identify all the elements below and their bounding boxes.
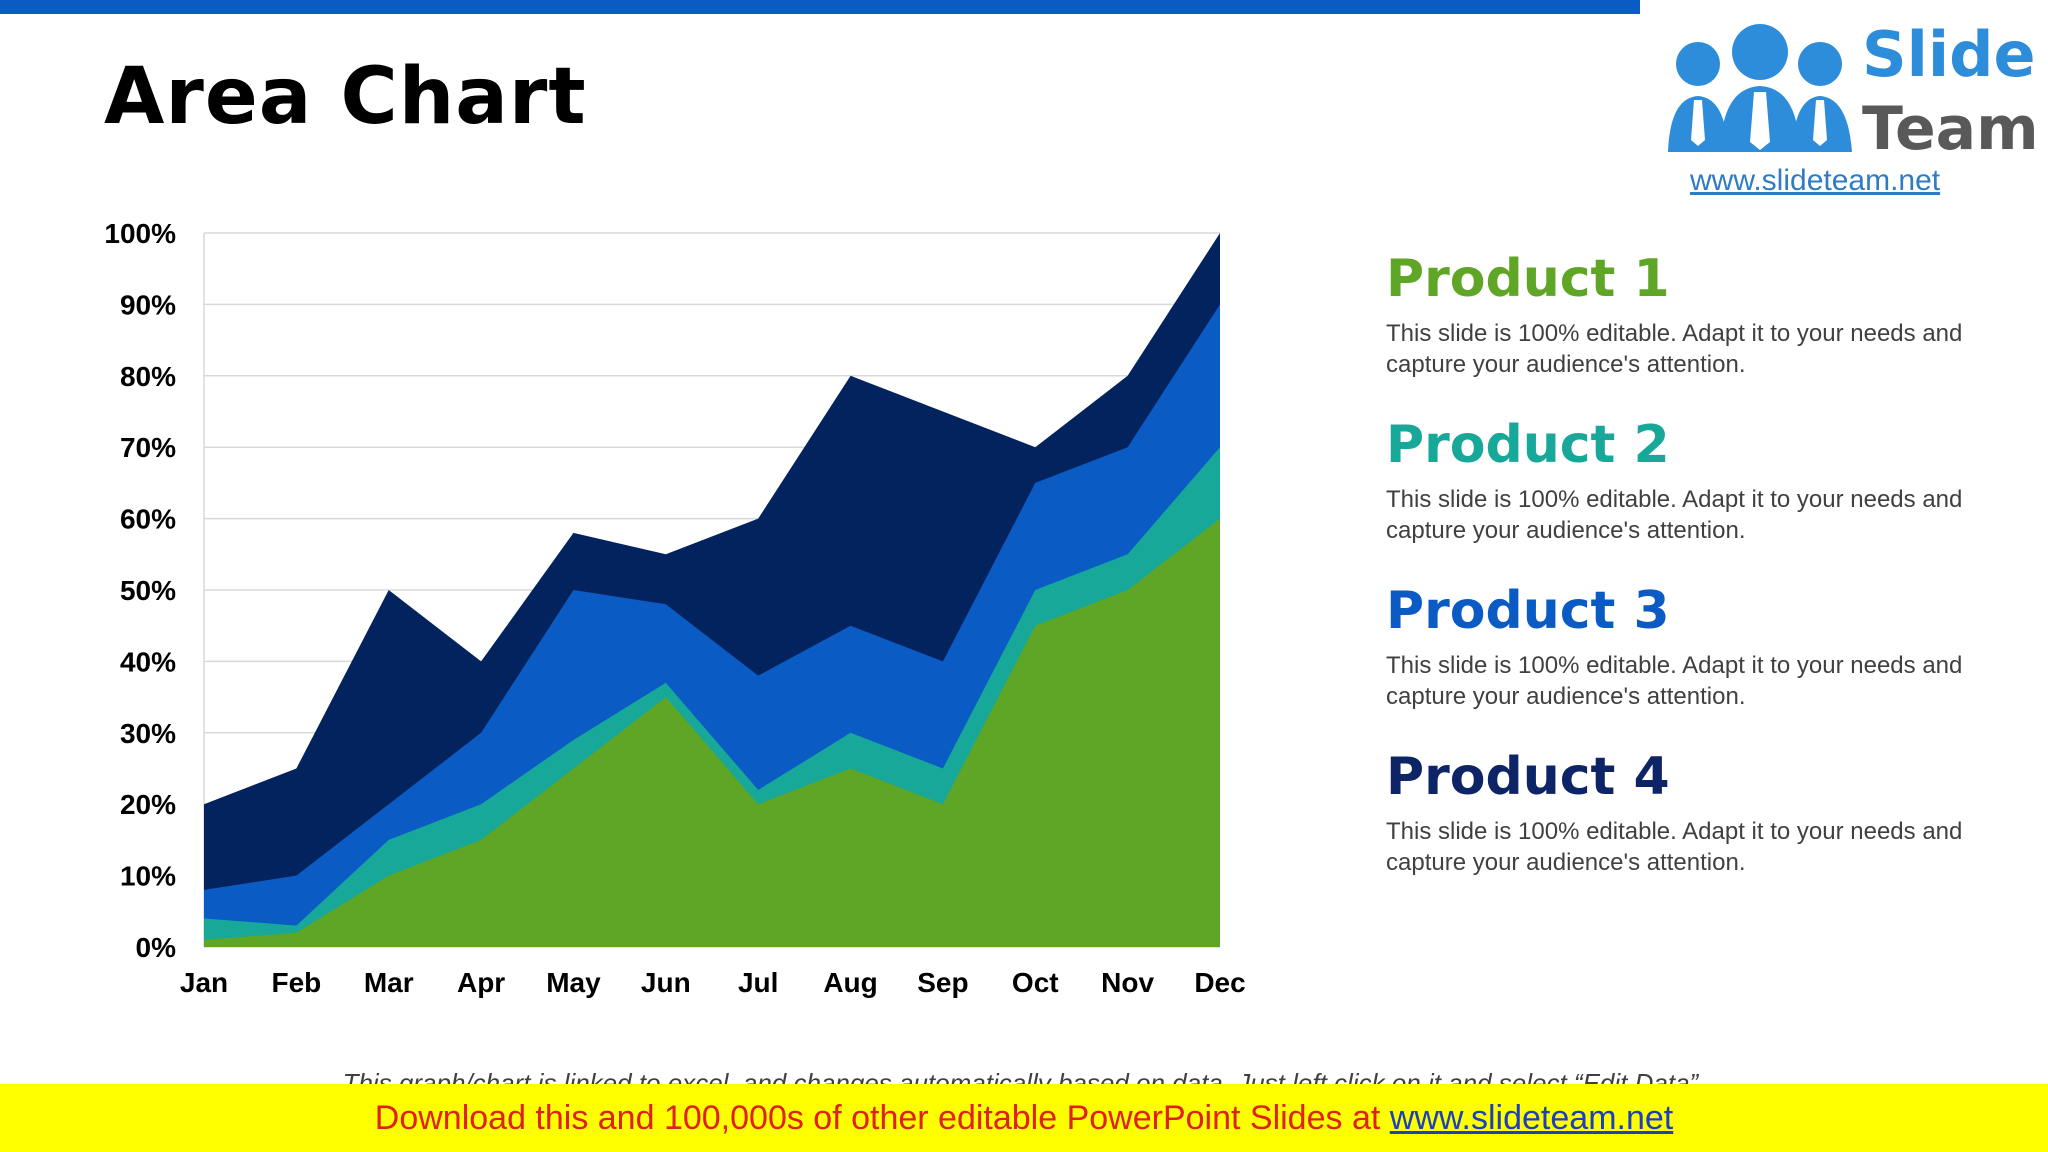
legend-description: This slide is 100% editable. Adapt it to… xyxy=(1386,818,1963,876)
y-tick-label: 50% xyxy=(120,575,176,606)
x-tick-label: Apr xyxy=(457,967,505,998)
logo-word-slide: Slide xyxy=(1862,18,2036,91)
y-tick-label: 100% xyxy=(104,218,176,249)
y-tick-label: 40% xyxy=(120,646,176,677)
x-tick-label: May xyxy=(546,967,601,998)
x-tick-label: Aug xyxy=(823,967,877,998)
legend-item-product-2: Product 2 This slide is 100% editable. A… xyxy=(1386,414,2006,580)
download-banner: Download this and 100,000s of other edit… xyxy=(0,1084,2048,1152)
x-tick-label: Jan xyxy=(180,967,228,998)
legend-title: Product 3 xyxy=(1386,581,1670,641)
x-axis-labels: Jan Feb Mar Apr May Jun Jul Aug Sep Oct Nov Dec xyxy=(180,967,1246,998)
x-tick-label: Mar xyxy=(364,967,414,998)
legend-description: This slide is 100% editable. Adapt it to… xyxy=(1386,652,1963,710)
banner-link[interactable]: www.slideteam.net xyxy=(1389,1099,1674,1137)
banner-text: Download this and 100,000s of other edit… xyxy=(374,1099,1390,1137)
area-series-product-1 xyxy=(204,518,1220,947)
x-tick-label: Nov xyxy=(1101,967,1154,998)
y-tick-label: 70% xyxy=(120,432,176,463)
legend-description: This slide is 100% editable. Adapt it to… xyxy=(1386,486,1963,544)
logo-word-team: Team xyxy=(1862,94,2039,164)
y-tick-label: 90% xyxy=(120,289,176,320)
legend-description: This slide is 100% editable. Adapt it to… xyxy=(1386,320,1963,378)
legend-title: Product 2 xyxy=(1386,415,1670,475)
y-tick-label: 80% xyxy=(120,361,176,392)
legend-item-product-4: Product 4 This slide is 100% editable. A… xyxy=(1386,746,2006,912)
legend-item-product-3: Product 3 This slide is 100% editable. A… xyxy=(1386,580,2006,746)
x-tick-label: Dec xyxy=(1194,967,1245,998)
chart-areas xyxy=(204,233,1220,947)
x-tick-label: Jul xyxy=(738,967,778,998)
y-tick-label: 0% xyxy=(136,932,177,963)
x-tick-label: Feb xyxy=(271,967,321,998)
logo-url-link[interactable]: www.slideteam.net xyxy=(1690,164,1941,197)
x-tick-label: Sep xyxy=(917,967,968,998)
legend-item-product-1: Product 1 This slide is 100% editable. A… xyxy=(1386,248,2006,414)
top-accent-bar xyxy=(0,0,1640,14)
y-tick-label: 20% xyxy=(120,789,176,820)
slideteam-logo[interactable]: Slide Team www.slideteam.net xyxy=(1640,0,2040,200)
x-tick-label: Oct xyxy=(1012,967,1059,998)
x-tick-label: Jun xyxy=(641,967,691,998)
y-tick-label: 30% xyxy=(120,718,176,749)
product-legend: Product 1 This slide is 100% editable. A… xyxy=(1386,248,2006,912)
y-tick-label: 60% xyxy=(120,504,176,535)
legend-title: Product 4 xyxy=(1386,747,1670,807)
legend-title: Product 1 xyxy=(1386,249,1670,309)
y-tick-label: 10% xyxy=(120,861,176,892)
area-chart: 0% 10% 20% 30% 40% 50% 60% 70% 80% 90% 100% Jan Feb… xyxy=(104,218,1246,998)
people-icon xyxy=(1668,24,1852,152)
y-axis-labels: 0% 10% 20% 30% 40% 50% 60% 70% 80% 90% 100% xyxy=(104,218,176,963)
slide-title: Area Chart xyxy=(104,52,587,142)
